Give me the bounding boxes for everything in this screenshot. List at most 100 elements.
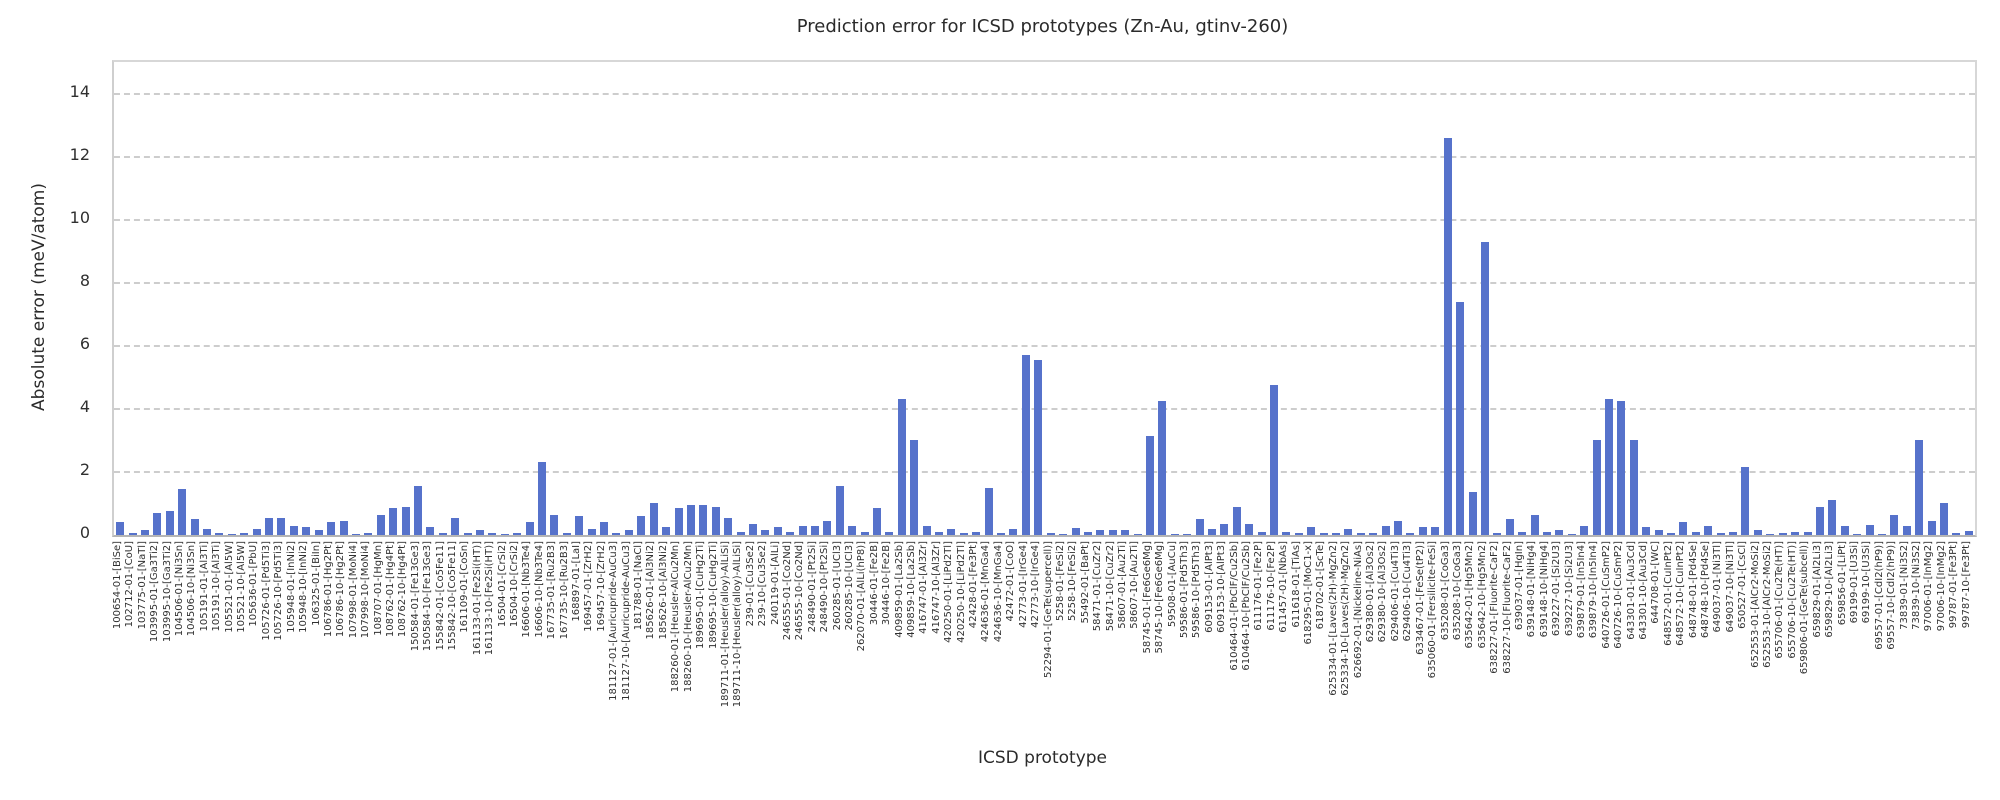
bar (649, 503, 658, 535)
x-tick-label: 55492-01-[BaPt] (1079, 541, 1091, 624)
x-tick-label: 659806-01-[GeTe(subcell)] (1799, 541, 1811, 675)
bar (1009, 528, 1018, 535)
bar (1170, 534, 1179, 535)
bar (1480, 241, 1489, 535)
x-tick-label: 189711-10-[Heusler(alloy)-AlLiSi] (732, 541, 744, 708)
x-tick-label: 107998-10-[MoNi4] (360, 541, 372, 639)
bar (748, 523, 757, 535)
bar (1369, 533, 1378, 535)
x-tick-label: 69199-01-[U3Si] (1848, 541, 1860, 624)
x-tick-label: 30446-01-[Fe2B] (868, 541, 880, 626)
x-tick-label: 150584-01-[Fe13Ge3] (409, 541, 421, 652)
x-tick-label: 5258-01-[FeSi2] (1054, 541, 1066, 622)
x-tick-label: 610464-10-[PbClF/Cu2Sb] (1241, 541, 1252, 671)
bar (141, 530, 150, 535)
x-tick-label: 629380-10-[Al3Os2] (1377, 541, 1389, 643)
bar (1617, 400, 1626, 535)
x-tick-label: 649037-01-[Ni3Tl] (1712, 541, 1724, 633)
bar (538, 462, 547, 535)
gridline-y-10 (114, 218, 1975, 221)
bar (848, 525, 857, 535)
x-tick-label: 188260-10-[Heusler-AlCu2Mn] (682, 541, 694, 693)
x-tick-label: 635642-10-[Hg5Mn2] (1476, 541, 1488, 649)
x-tick-label: 260285-01-[UCl3] (831, 541, 843, 631)
x-tick-label: 16606-01-[Nb3Te4] (521, 541, 533, 638)
bar (1704, 525, 1713, 535)
bar (773, 527, 782, 535)
x-tick-label: 262070-01-[AlLi(hP8)] (856, 541, 868, 652)
x-tick-label: 635060-01-[Fersilicite-FeSi] (1427, 541, 1439, 679)
bar (1071, 528, 1080, 535)
x-tick-label: 155842-01-[Co5Fe11] (434, 541, 446, 651)
x-tick-label: 58745-01-[Fe6Ge6Mg] (1141, 541, 1153, 654)
x-tick-label: 644708-01-[WC] (1650, 541, 1662, 624)
bar (860, 531, 869, 535)
x-tick-label: 648748-10-[Pd4Se] (1700, 541, 1712, 639)
bar (562, 533, 571, 535)
bar (389, 508, 398, 535)
bar (823, 520, 832, 535)
x-tick-label: 239-10-[Cu3Se2] (757, 541, 769, 627)
x-tick-label: 167735-01-[Ru2B3] (546, 541, 558, 640)
x-tick-label: 105191-01-[Al3Ti] (198, 541, 210, 632)
x-tick-label: 58607-10-[Au2Ti] (1129, 541, 1141, 629)
bar (426, 527, 435, 535)
bar (724, 517, 733, 535)
x-tick-label: 104506-10-[Ni3Sn] (186, 541, 198, 637)
bar (215, 533, 224, 535)
x-tick-label: 102712-01-[CoU] (124, 541, 136, 628)
bar (1207, 528, 1216, 535)
x-tick-label: 105726-10-[Pd5Ti3] (273, 541, 285, 641)
x-tick-label: 103995-01-[Ga3Ti2] (149, 541, 161, 643)
bar (364, 533, 373, 535)
bar (686, 505, 695, 535)
bar (1902, 525, 1911, 535)
bar (376, 514, 385, 535)
bar (1877, 534, 1886, 535)
x-tick-label: 106325-01-[BiIn] (310, 541, 322, 626)
bar (1815, 506, 1824, 535)
bar (984, 487, 993, 535)
x-tick-label: 640726-01-[CuSmP2] (1600, 541, 1612, 649)
x-tick-label: 59586-10-[Pd5Th3] (1191, 541, 1203, 639)
bar (972, 531, 981, 535)
bar (1394, 520, 1403, 535)
x-tick-label: 105948-01-[InNi2] (285, 541, 297, 633)
x-tick-label: 105636-01-[PbU] (248, 541, 260, 627)
bar (1307, 527, 1316, 535)
x-tick-label: 97006-10-[InMg2] (1935, 541, 1947, 632)
bar (786, 532, 795, 535)
x-tick-label: 648572-01-[CuInPt2] (1662, 541, 1674, 646)
x-tick-label: 409859-01-[La2Sb] (893, 541, 905, 638)
bar (153, 512, 162, 535)
x-tick-label: 629380-01-[Al3Os2] (1365, 541, 1377, 643)
y-tick-label: 6 (79, 333, 90, 353)
x-tick-label: 629406-01-[Cu4Ti3] (1389, 541, 1401, 642)
bar (947, 528, 956, 535)
bar (1158, 400, 1167, 535)
x-tick-label: 639148-01-[NiHg4] (1526, 541, 1538, 638)
x-tick-label: 42773-01-[IrGe4] (1017, 541, 1029, 628)
x-tick-label: 655706-01-[Cu2Te(HT)] (1774, 541, 1786, 659)
bar (277, 517, 286, 535)
bar (959, 533, 968, 535)
bar (612, 532, 621, 535)
x-tick-label: 652553-01-[AlCr2-MoSi2] (1749, 541, 1761, 668)
x-tick-label: 105948-10-[InNi2] (298, 541, 310, 633)
bar (413, 486, 422, 535)
bar (897, 399, 906, 535)
bar (1778, 532, 1787, 535)
x-tick-label: 424636-01-[MnGa4] (980, 541, 992, 643)
gridline-y-12 (114, 155, 1975, 158)
bar (1567, 534, 1576, 535)
bar (674, 508, 683, 535)
x-tick-label: 16606-10-[Nb3Te4] (533, 541, 545, 638)
bar (935, 531, 944, 535)
bar (997, 533, 1006, 535)
y-tick-label: 14 (69, 81, 90, 101)
y-tick-label: 8 (79, 270, 90, 290)
bar (1580, 525, 1589, 535)
x-tick-label: 188260-01-[Heusler-AlCu2Mn] (670, 541, 682, 693)
bar (662, 527, 671, 535)
bar (885, 531, 894, 535)
